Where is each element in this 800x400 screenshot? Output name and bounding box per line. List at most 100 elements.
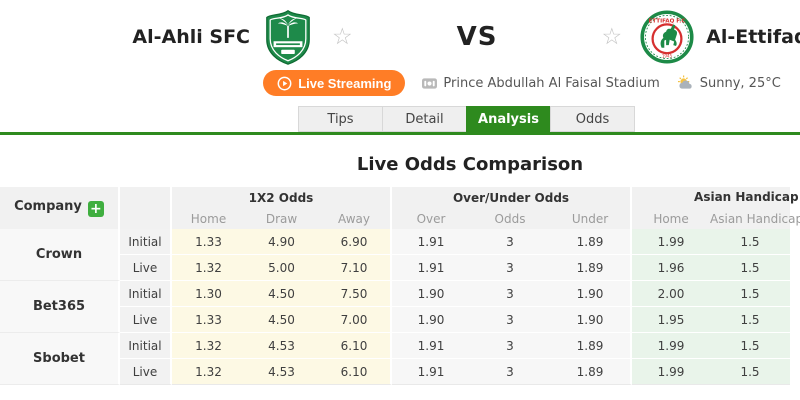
add-company-icon[interactable]: + bbox=[87, 201, 104, 217]
svg-text:1945: 1945 bbox=[662, 54, 673, 59]
home-favorite-star-icon[interactable]: ☆ bbox=[332, 23, 353, 50]
odds-value: 3 bbox=[470, 281, 550, 307]
odds-value: 1.5 bbox=[710, 333, 791, 359]
stadium-icon bbox=[422, 77, 438, 89]
company-name: Crown bbox=[0, 229, 120, 281]
subheader-ou-over: Over bbox=[392, 208, 470, 229]
odds-value: 4.50 bbox=[245, 307, 318, 333]
stadium-name: Prince Abdullah Al Faisal Stadium bbox=[443, 75, 660, 91]
odds-value: 1.32 bbox=[172, 255, 245, 281]
weather-sunny-icon bbox=[677, 75, 692, 89]
group-asian-handicap-odds: Asian Handicap Odds bbox=[632, 187, 800, 208]
odds-value: 1.89 bbox=[550, 333, 633, 359]
subheader-ah-home: Home bbox=[632, 208, 711, 229]
away-team-name: Al-Ettifaq bbox=[706, 26, 800, 48]
home-team-name: Al-Ahli SFC bbox=[132, 26, 251, 48]
odds-value: 1.91 bbox=[392, 359, 470, 385]
phase-column-header bbox=[120, 187, 172, 229]
subheader-1x2-draw: Draw bbox=[245, 208, 318, 229]
odds-value: 1.5 bbox=[710, 307, 791, 333]
odds-value: 4.90 bbox=[245, 229, 318, 255]
odds-row: Sbobet Initial 1.32 4.53 6.10 1.91 3 1.89 1.99 1.… bbox=[0, 333, 791, 385]
away-team-logo[interactable]: ETTIFAQ F.C 1945 bbox=[640, 10, 694, 64]
odds-value: 6.10 bbox=[318, 333, 392, 359]
odds-value: 1.90 bbox=[392, 307, 470, 333]
odds-value: 1.5 bbox=[710, 281, 791, 307]
odds-phase-label: Live bbox=[120, 359, 172, 385]
odds-value: 7.50 bbox=[318, 281, 392, 307]
odds-value: 7.10 bbox=[318, 255, 392, 281]
tab-analysis[interactable]: Analysis bbox=[466, 106, 551, 132]
tab-detail[interactable]: Detail bbox=[382, 106, 467, 132]
odds-value: 1.96 bbox=[632, 255, 711, 281]
svg-text:ETTIFAQ F.C: ETTIFAQ F.C bbox=[649, 19, 686, 25]
odds-value: 6.10 bbox=[318, 359, 392, 385]
company-name: Sbobet bbox=[0, 333, 120, 385]
subheader-ah-handicap: Asian Handicap bbox=[710, 208, 800, 229]
odds-value: 1.89 bbox=[550, 359, 633, 385]
home-team-logo[interactable] bbox=[262, 9, 314, 65]
odds-value: 1.91 bbox=[392, 229, 470, 255]
odds-phase-label: Initial bbox=[120, 333, 172, 359]
odds-value: 6.90 bbox=[318, 229, 392, 255]
odds-phase-label: Live bbox=[120, 307, 172, 333]
odds-phase-label: Live bbox=[120, 255, 172, 281]
odds-value: 1.89 bbox=[550, 229, 633, 255]
group-1x2-odds: 1X2 Odds bbox=[172, 187, 392, 208]
group-over-under-odds: Over/Under Odds bbox=[392, 187, 633, 208]
odds-value: 1.90 bbox=[550, 307, 633, 333]
live-streaming-button[interactable]: Live Streaming bbox=[263, 70, 406, 96]
odds-value: 1.30 bbox=[172, 281, 245, 307]
odds-value: 1.99 bbox=[632, 333, 711, 359]
al-ahli-crest-icon bbox=[266, 9, 310, 65]
odds-row: Live 1.32 5.00 7.10 1.91 3 1.89 1.96 1.5 bbox=[0, 255, 791, 281]
play-circle-icon bbox=[277, 76, 292, 90]
odds-row: Live 1.32 4.53 6.10 1.91 3 1.89 1.99 1.5 bbox=[0, 359, 791, 385]
odds-phase-label: Initial bbox=[120, 229, 172, 255]
odds-value: 3 bbox=[470, 255, 550, 281]
odds-value: 1.95 bbox=[632, 307, 711, 333]
vs-label: VS bbox=[456, 22, 498, 52]
subheader-ou-under: Under bbox=[550, 208, 633, 229]
tab-tips[interactable]: Tips bbox=[298, 106, 383, 132]
section-title: Live Odds Comparison bbox=[356, 154, 584, 175]
odds-value: 3 bbox=[470, 359, 550, 385]
odds-value: 1.89 bbox=[550, 255, 633, 281]
match-header: Al-Ahli SFC ☆ VS ☆ ETTIFAQ F.C bbox=[0, 0, 800, 98]
subheader-1x2-home: Home bbox=[172, 208, 245, 229]
odds-row: Live 1.33 4.50 7.00 1.90 3 1.90 1.95 1.5 bbox=[0, 307, 791, 333]
odds-value: 1.90 bbox=[550, 281, 633, 307]
odds-phase-label: Initial bbox=[120, 281, 172, 307]
odds-value: 1.99 bbox=[632, 229, 711, 255]
odds-value: 1.33 bbox=[172, 307, 245, 333]
odds-value: 1.99 bbox=[632, 359, 711, 385]
odds-value: 1.90 bbox=[392, 281, 470, 307]
stadium-info: Prince Abdullah Al Faisal Stadium bbox=[421, 75, 660, 91]
tabs-underline bbox=[0, 132, 800, 135]
tab-odds[interactable]: Odds bbox=[550, 106, 635, 132]
tab-bar: Tips Detail Analysis Odds bbox=[298, 106, 800, 132]
company-header: Company + bbox=[0, 187, 120, 229]
odds-value: 1.91 bbox=[392, 255, 470, 281]
odds-value: 1.32 bbox=[172, 333, 245, 359]
odds-value: 4.53 bbox=[245, 359, 318, 385]
odds-value: 1.5 bbox=[710, 255, 791, 281]
company-name: Bet365 bbox=[0, 281, 120, 333]
away-favorite-star-icon[interactable]: ☆ bbox=[601, 23, 623, 50]
subheader-1x2-away: Away bbox=[318, 208, 392, 229]
odds-table-wrap: Company + 1X2 Odds Over/Under Odds Asian … bbox=[0, 187, 800, 385]
weather-text: Sunny, 25°C bbox=[699, 75, 781, 91]
odds-value: 3 bbox=[470, 229, 550, 255]
odds-value: 2.00 bbox=[632, 281, 711, 307]
odds-value: 1.32 bbox=[172, 359, 245, 385]
weather-info: Sunny, 25°C bbox=[676, 75, 781, 91]
odds-value: 1.5 bbox=[710, 359, 791, 385]
odds-value: 3 bbox=[470, 307, 550, 333]
odds-value: 1.5 bbox=[710, 229, 791, 255]
odds-value: 1.33 bbox=[172, 229, 245, 255]
odds-row: Bet365 Initial 1.30 4.50 7.50 1.90 3 1.90 2.00 1.… bbox=[0, 281, 791, 333]
odds-value: 7.00 bbox=[318, 307, 392, 333]
live-odds-table: Company + 1X2 Odds Over/Under Odds Asian … bbox=[0, 187, 800, 385]
odds-value: 5.00 bbox=[245, 255, 318, 281]
odds-value: 1.91 bbox=[392, 333, 470, 359]
